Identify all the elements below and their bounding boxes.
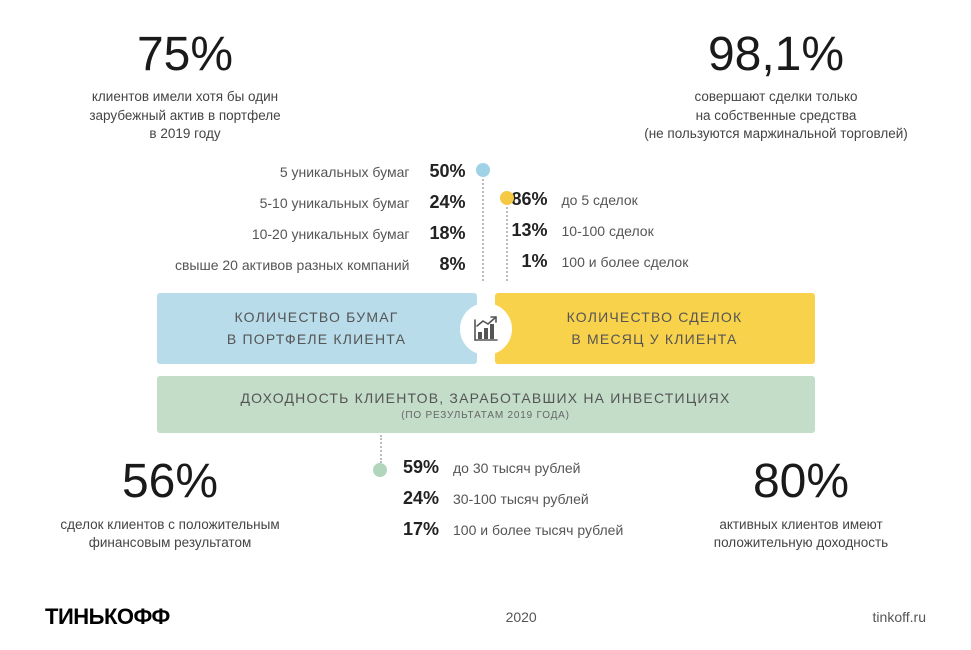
stat-desc: активных клиентов имеют положительную до… <box>676 516 926 552</box>
bottom-row: 56% сделок клиентов с положительным фина… <box>45 457 926 552</box>
banner-row: КОЛИЧЕСТВО БУМАГ В ПОРТФЕЛЕ КЛИЕНТА КОЛИ… <box>45 293 926 364</box>
stat-pct: 98,1% <box>626 30 926 80</box>
profit-list: 59% до 30 тысяч рублей 24% 30-100 тысяч … <box>295 457 676 540</box>
footer: ТИНЬКОФФ 2020 tinkoff.ru <box>45 604 926 630</box>
stat-desc: сделок клиентов с положительным финансов… <box>45 516 295 552</box>
infographic-container: 75% клиентов имели хотя бы один зарубежн… <box>0 0 971 650</box>
footer-url: tinkoff.ru <box>873 609 926 625</box>
trades-list: 86% до 5 сделок 13% 10-100 сделок 1% 100… <box>486 161 856 275</box>
dot-icon <box>476 163 490 177</box>
banner-securities: КОЛИЧЕСТВО БУМАГ В ПОРТФЕЛЕ КЛИЕНТА <box>157 293 477 364</box>
list-item: 24% 30-100 тысяч рублей <box>395 488 589 509</box>
list-item: свыше 20 активов разных компаний 8% <box>175 254 466 275</box>
stat-own-funds: 98,1% совершают сделки только на собстве… <box>626 30 926 143</box>
list-item: 59% до 30 тысяч рублей <box>395 457 581 478</box>
banner-profitability: ДОХОДНОСТЬ КЛИЕНТОВ, ЗАРАБОТАВШИХ НА ИНВ… <box>157 376 815 433</box>
connector-line <box>380 435 382 463</box>
brand-logo: ТИНЬКОФФ <box>45 604 170 630</box>
banner-trades: КОЛИЧЕСТВО СДЕЛОК В МЕСЯЦ У КЛИЕНТА <box>495 293 815 364</box>
securities-list: 5 уникальных бумаг 50% 5-10 уникальных б… <box>116 161 486 275</box>
stat-pct: 80% <box>676 457 926 507</box>
stat-positive-yield: 80% активных клиентов имеют положительну… <box>676 457 926 552</box>
stat-desc: клиентов имели хотя бы один зарубежный а… <box>45 88 325 143</box>
list-item: 17% 100 и более тысяч рублей <box>395 519 623 540</box>
list-item: 5 уникальных бумаг 50% <box>280 161 466 182</box>
list-item: 13% 10-100 сделок <box>506 220 654 241</box>
stat-pct: 56% <box>45 457 295 507</box>
mid-lists: 5 уникальных бумаг 50% 5-10 уникальных б… <box>106 161 866 275</box>
stat-pct: 75% <box>45 30 325 80</box>
stat-positive-deals: 56% сделок клиентов с положительным фина… <box>45 457 295 552</box>
list-item: 1% 100 и более сделок <box>506 251 689 272</box>
dot-icon <box>500 191 514 205</box>
list-item: 86% до 5 сделок <box>506 189 638 210</box>
list-item: 10-20 уникальных бумаг 18% <box>252 223 466 244</box>
stat-desc: совершают сделки только на собственные с… <box>626 88 926 143</box>
connector-line <box>482 179 484 281</box>
stat-foreign-assets: 75% клиентов имели хотя бы один зарубежн… <box>45 30 325 143</box>
footer-year: 2020 <box>506 609 537 625</box>
top-stats-row: 75% клиентов имели хотя бы один зарубежн… <box>45 30 926 143</box>
connector-line <box>506 207 508 281</box>
chart-icon <box>460 303 512 355</box>
list-item: 5-10 уникальных бумаг 24% <box>260 192 466 213</box>
